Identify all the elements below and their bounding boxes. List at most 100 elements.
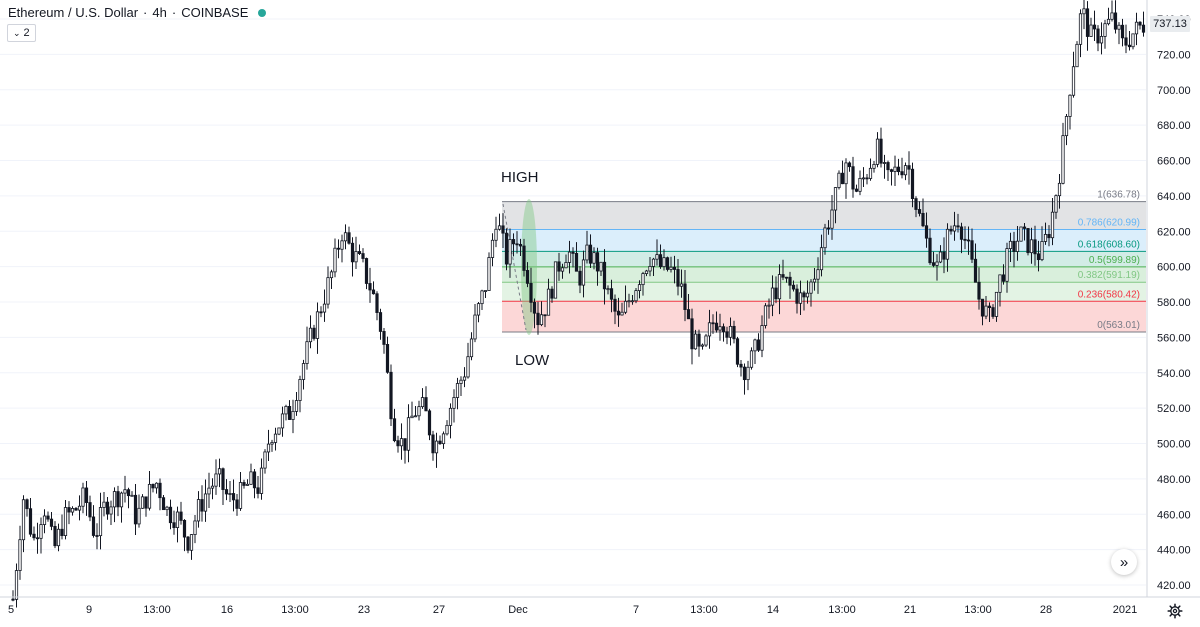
candle-down <box>168 506 173 524</box>
candle-up <box>753 339 757 352</box>
candle-up <box>1029 239 1034 254</box>
candle-up <box>585 244 589 261</box>
candle-up <box>945 228 950 260</box>
candle-down <box>571 251 575 254</box>
time-axis-tick: Dec <box>508 604 528 616</box>
grid-lines <box>0 18 1146 586</box>
time-axis-tick: 28 <box>1040 604 1052 616</box>
candle-down <box>361 253 365 259</box>
candle-up <box>998 274 1002 293</box>
candle-down <box>1127 44 1132 48</box>
candle-up <box>70 508 75 513</box>
candle-up <box>1082 8 1086 15</box>
fib-level-label: 0.382(591.19) <box>1078 270 1140 281</box>
candle-up <box>466 356 470 378</box>
low-annotation: LOW <box>515 352 550 369</box>
candle-down <box>347 232 351 244</box>
candle-up <box>704 335 708 346</box>
candle-up <box>175 511 180 528</box>
candle-down <box>231 493 236 501</box>
candle-up <box>1071 66 1076 96</box>
symbol-name[interactable]: Ethereum / U.S. Dollar <box>8 5 139 20</box>
indicator-count: 2 <box>23 27 30 39</box>
gear-icon-svg <box>1167 603 1183 619</box>
candle-up <box>872 163 876 169</box>
candle-up <box>882 162 887 164</box>
candle-down <box>235 499 239 509</box>
candle-down <box>49 518 54 527</box>
candle-down <box>732 325 736 340</box>
separator: · <box>143 5 148 20</box>
candle-up <box>277 427 281 435</box>
time-axis-tick: 5 <box>8 604 14 616</box>
candle-up <box>1040 241 1044 261</box>
candle-up <box>728 325 733 338</box>
candle-down <box>179 511 183 521</box>
fib-zone <box>502 301 1146 333</box>
candle-down <box>802 292 806 298</box>
chevron-down-icon: ⌄ <box>13 27 21 38</box>
candle-up <box>137 507 141 525</box>
candle-up <box>298 379 302 401</box>
candle-down <box>256 487 260 494</box>
candle-up <box>140 496 145 509</box>
candle-up <box>487 257 491 291</box>
candle-down <box>910 168 915 200</box>
candle-up <box>637 284 642 292</box>
candle-up <box>81 487 85 507</box>
candle-up <box>875 138 880 165</box>
price-axis-tick: 660.00 <box>1157 156 1191 168</box>
candle-down <box>879 138 883 164</box>
candle-down <box>46 515 50 520</box>
candle-up <box>777 274 782 300</box>
candle-down <box>966 239 971 242</box>
candle-down <box>95 535 99 537</box>
candle-up <box>1019 226 1023 242</box>
candle-down <box>665 257 670 270</box>
collapse-indicators-toggle[interactable]: ⌄ 2 <box>7 24 36 42</box>
double-chevron-right-icon[interactable]: » <box>1111 549 1137 575</box>
candle-up <box>263 451 267 469</box>
candle-up <box>539 314 544 326</box>
candle-down <box>1026 228 1030 254</box>
candle-up <box>837 172 841 188</box>
candle-down <box>28 508 33 535</box>
candle-up <box>679 283 684 287</box>
gear-icon[interactable] <box>1166 602 1184 620</box>
fib-level-label: 0.236(580.42) <box>1078 289 1140 300</box>
candle-down <box>1113 12 1118 30</box>
candle-up <box>490 239 495 258</box>
candle-up <box>343 232 348 242</box>
candle-down <box>781 274 785 278</box>
candle-down <box>375 293 379 313</box>
candle-up <box>417 406 421 417</box>
candle-down <box>683 283 687 310</box>
candle-down <box>529 282 533 303</box>
candle-up <box>21 499 26 541</box>
price-axis-tick: 520.00 <box>1157 403 1191 415</box>
candle-down <box>690 318 694 350</box>
candle-up <box>816 269 820 280</box>
candle-up <box>329 271 334 279</box>
fib-zone <box>502 266 1146 283</box>
candle-down <box>511 239 516 245</box>
candle-down <box>84 487 89 503</box>
high-low-marker <box>521 199 537 335</box>
time-axis-tick: 13:00 <box>828 604 856 616</box>
candle-down <box>977 281 981 300</box>
candle-up <box>165 506 169 511</box>
candle-down <box>574 252 579 272</box>
candle-up <box>938 251 943 263</box>
candle-up <box>546 288 551 316</box>
candle-up <box>109 506 113 515</box>
candle-up <box>214 473 218 487</box>
candle-down <box>1120 24 1125 39</box>
candle-down <box>172 522 176 528</box>
candle-down <box>105 501 110 515</box>
candle-down <box>1012 240 1016 252</box>
candle-up <box>259 467 264 494</box>
candle-down <box>886 162 890 171</box>
candle-down <box>126 489 131 497</box>
